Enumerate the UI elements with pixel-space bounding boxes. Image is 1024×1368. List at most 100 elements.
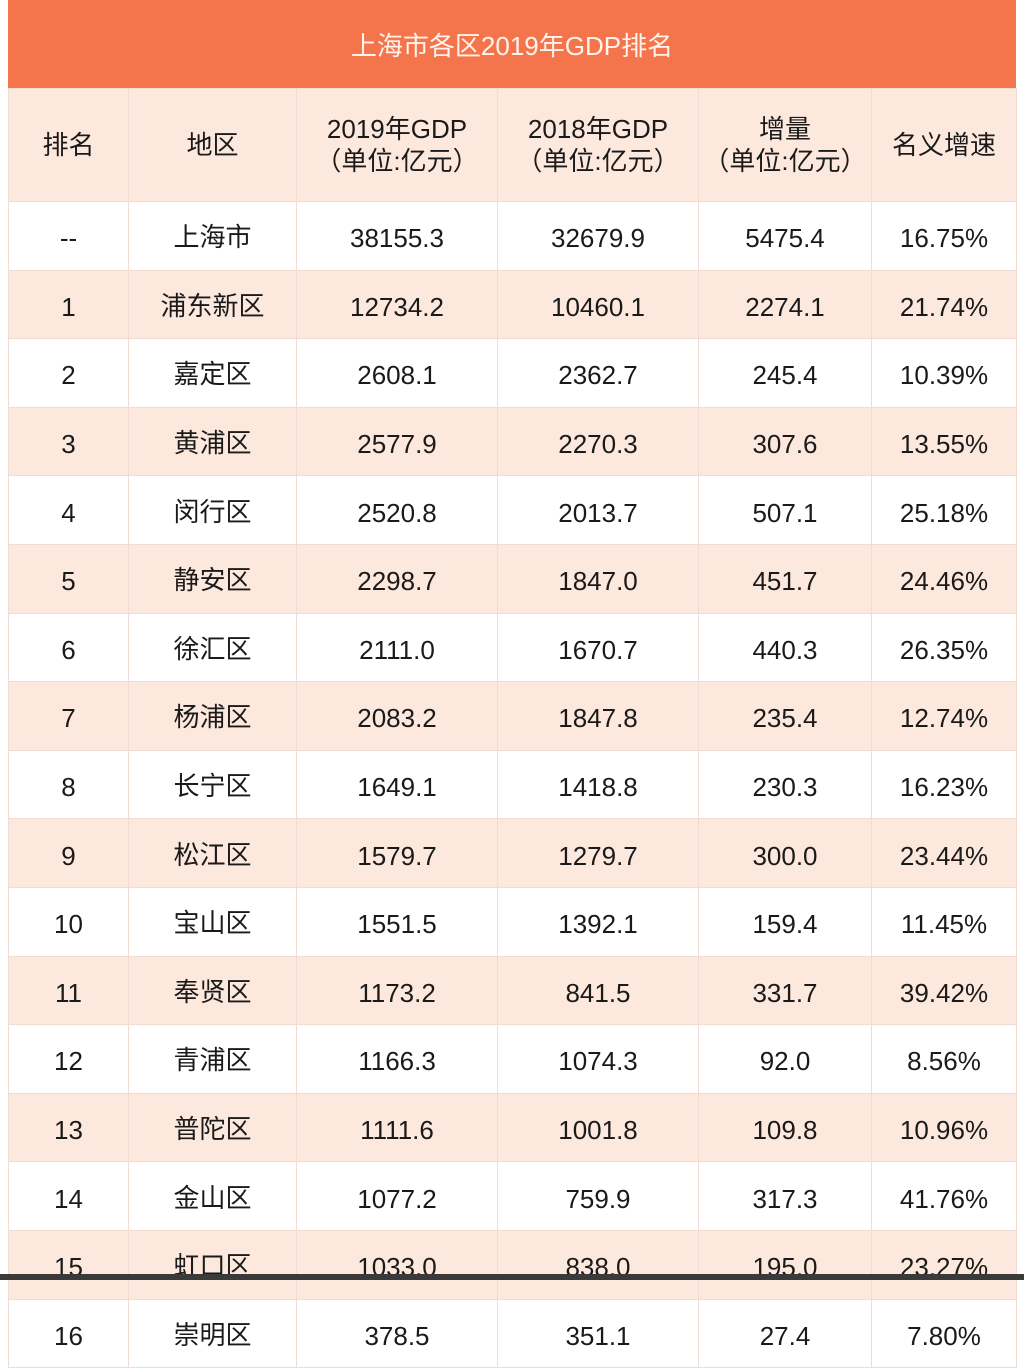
table-cell: 10460.1 — [497, 269, 699, 340]
table-cell: 23.44% — [871, 818, 1017, 888]
column-header-label: 2019年GDP — [326, 114, 468, 144]
table-cell: 13 — [8, 1092, 129, 1163]
table-cell: 440.3 — [698, 612, 872, 683]
table-cell: 1847.8 — [497, 681, 699, 751]
table-cell: 金山区 — [128, 1161, 297, 1231]
table-cell: 16.75% — [871, 201, 1017, 271]
table-cell: 杨浦区 — [128, 681, 297, 751]
table-row: 8 长宁区 1649.1 1418.8 230.3 16.23% — [8, 749, 1017, 820]
table-cell: 2270.3 — [497, 406, 699, 477]
column-header-label: 2018年GDP — [527, 114, 669, 144]
table-cell: 24.46% — [871, 543, 1017, 614]
table-cell: 11 — [8, 955, 129, 1026]
column-header: 排名 — [8, 88, 129, 202]
table-cell: 1173.2 — [296, 955, 498, 1026]
table-cell: 1392.1 — [497, 886, 699, 957]
table-cell: 宝山区 — [128, 886, 297, 957]
column-header-label: 排名 — [42, 130, 95, 160]
table-cell: 10 — [8, 886, 129, 957]
table-cell: 1001.8 — [497, 1092, 699, 1163]
table-cell: 838.0 — [497, 1229, 699, 1300]
table-cell: 松江区 — [128, 818, 297, 888]
table-row: 12 青浦区 1166.3 1074.3 92.0 8.56% — [8, 1024, 1017, 1094]
table-cell: 317.3 — [698, 1161, 872, 1231]
table-cell: 39.42% — [871, 955, 1017, 1026]
table-cell: 41.76% — [871, 1161, 1017, 1231]
table-row: 13 普陀区 1111.6 1001.8 109.8 10.96% — [8, 1092, 1017, 1163]
table-cell: 1033.0 — [296, 1229, 498, 1300]
table-cell: 235.4 — [698, 681, 872, 751]
table-title: 上海市各区2019年GDP排名 — [8, 0, 1016, 88]
table-header: 排名 地区 2019年GDP （单位:亿元） 2018年GDP （单位:亿元） 增量 （单位:… — [8, 88, 1017, 202]
table-row: 11 奉贤区 1173.2 841.5 331.7 39.42% — [8, 955, 1017, 1026]
table-cell: 11.45% — [871, 886, 1017, 957]
table-cell: 1077.2 — [296, 1161, 498, 1231]
table-cell: 12 — [8, 1024, 129, 1094]
table-cell: 32679.9 — [497, 201, 699, 271]
gdp-table: 排名 地区 2019年GDP （单位:亿元） 2018年GDP （单位:亿元） 增量 （单位:… — [8, 88, 1017, 1368]
table-row: 10 宝山区 1551.5 1392.1 159.4 11.45% — [8, 886, 1017, 957]
table-row: 7 杨浦区 2083.2 1847.8 235.4 12.74% — [8, 681, 1017, 751]
table-cell: 长宁区 — [128, 749, 297, 820]
table-cell: 2 — [8, 338, 129, 408]
table-cell: 普陀区 — [128, 1092, 297, 1163]
column-header-unit: （单位:亿元） — [315, 146, 479, 176]
table-cell: 2577.9 — [296, 406, 498, 477]
table-cell: 8.56% — [871, 1024, 1017, 1094]
column-header-label: 增量 — [758, 114, 811, 144]
table-cell: 759.9 — [497, 1161, 699, 1231]
table-row: 9 松江区 1579.7 1279.7 300.0 23.44% — [8, 818, 1017, 888]
column-header-unit: （单位:亿元） — [703, 146, 867, 176]
table-cell: 1418.8 — [497, 749, 699, 820]
table-cell: 2111.0 — [296, 612, 498, 683]
table-cell: 12734.2 — [296, 269, 498, 340]
column-header-label: 名义增速 — [891, 130, 996, 160]
table-cell: 1579.7 — [296, 818, 498, 888]
table-row: 14 金山区 1077.2 759.9 317.3 41.76% — [8, 1161, 1017, 1231]
column-header-unit: （单位:亿元） — [516, 146, 680, 176]
table-cell: 静安区 — [128, 543, 297, 614]
table-cell: 2520.8 — [296, 475, 498, 545]
bottom-edge-bar — [0, 1274, 1024, 1280]
table-cell: 浦东新区 — [128, 269, 297, 340]
table-cell: 25.18% — [871, 475, 1017, 545]
table-cell: 16 — [8, 1298, 129, 1368]
column-header: 2018年GDP （单位:亿元） — [497, 88, 699, 202]
table-cell: 331.7 — [698, 955, 872, 1026]
table-cell: 92.0 — [698, 1024, 872, 1094]
table-cell: 16.23% — [871, 749, 1017, 820]
table-cell: 2608.1 — [296, 338, 498, 408]
table-cell: 上海市 — [128, 201, 297, 271]
column-header: 地区 — [128, 88, 297, 202]
table-row: 5 静安区 2298.7 1847.0 451.7 24.46% — [8, 543, 1017, 614]
column-header: 2019年GDP （单位:亿元） — [296, 88, 498, 202]
table-cell: 1670.7 — [497, 612, 699, 683]
table-cell: 2298.7 — [296, 543, 498, 614]
table-cell: 2362.7 — [497, 338, 699, 408]
table-cell: 38155.3 — [296, 201, 498, 271]
column-header: 名义增速 — [871, 88, 1017, 202]
table-cell: -- — [8, 201, 129, 271]
table-cell: 闵行区 — [128, 475, 297, 545]
table-body: -- 上海市 38155.3 32679.9 5475.4 16.75% 1 浦东新区 1273… — [8, 201, 1017, 1368]
table-cell: 1111.6 — [296, 1092, 498, 1163]
column-header-label: 地区 — [186, 130, 239, 160]
table-cell: 27.4 — [698, 1298, 872, 1368]
table-cell: 507.1 — [698, 475, 872, 545]
table-row: 6 徐汇区 2111.0 1670.7 440.3 26.35% — [8, 612, 1017, 683]
table-cell: 崇明区 — [128, 1298, 297, 1368]
table-cell: 奉贤区 — [128, 955, 297, 1026]
table-cell: 159.4 — [698, 886, 872, 957]
table-cell: 2083.2 — [296, 681, 498, 751]
table-cell: 26.35% — [871, 612, 1017, 683]
table-cell: 5475.4 — [698, 201, 872, 271]
table-cell: 13.55% — [871, 406, 1017, 477]
table-cell: 1279.7 — [497, 818, 699, 888]
table-cell: 黄浦区 — [128, 406, 297, 477]
table-cell: 15 — [8, 1229, 129, 1300]
table-cell: 9 — [8, 818, 129, 888]
table-cell: 23.27% — [871, 1229, 1017, 1300]
table-cell: 7.80% — [871, 1298, 1017, 1368]
table-row: 2 嘉定区 2608.1 2362.7 245.4 10.39% — [8, 338, 1017, 408]
table-cell: 8 — [8, 749, 129, 820]
